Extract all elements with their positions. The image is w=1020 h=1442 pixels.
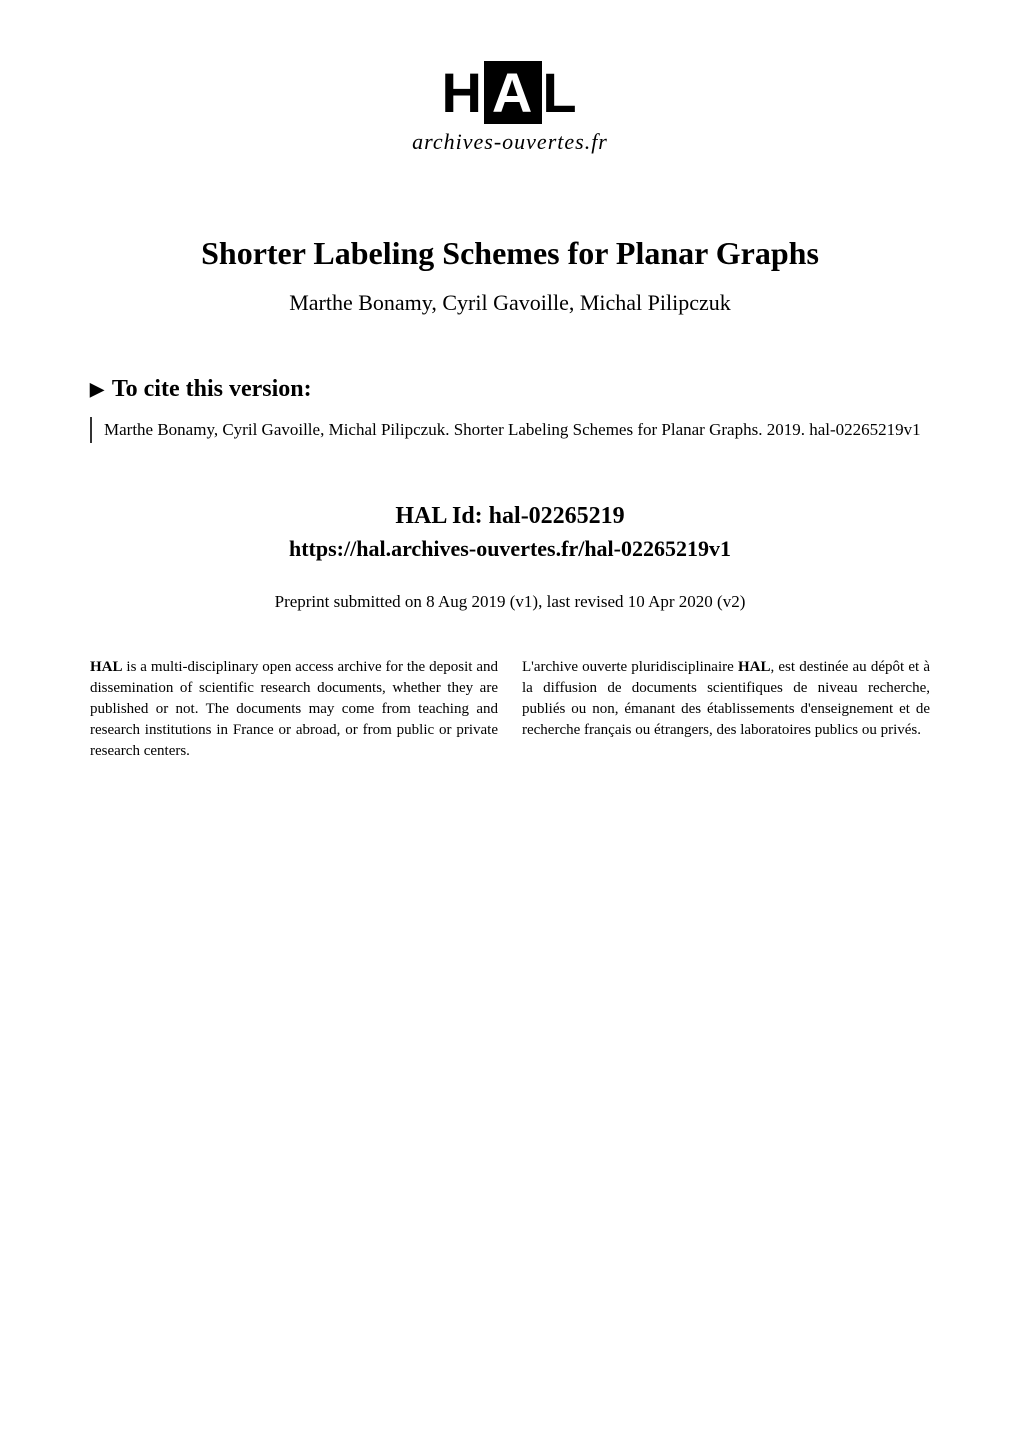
- logo-subtitle: archives-ouvertes.fr: [412, 129, 608, 155]
- hal-url[interactable]: https://hal.archives-ouvertes.fr/hal-022…: [90, 536, 930, 562]
- logo-highlight: A: [484, 61, 542, 124]
- cite-content: Marthe Bonamy, Cyril Gavoille, Michal Pi…: [90, 417, 930, 443]
- hal-logo-container: HAL archives-ouvertes.fr: [90, 60, 930, 155]
- description-columns: HAL is a multi-disciplinary open access …: [90, 657, 930, 762]
- cite-triangle-icon: ▶: [90, 379, 104, 400]
- logo-suffix: L: [542, 61, 578, 124]
- paper-title: Shorter Labeling Schemes for Planar Grap…: [90, 235, 930, 272]
- right-column-prefix: L'archive ouverte pluridisciplinaire: [522, 659, 738, 675]
- cite-section: ▶ To cite this version: Marthe Bonamy, C…: [90, 376, 930, 443]
- left-column-bold: HAL: [90, 659, 123, 675]
- cite-header: ▶ To cite this version:: [90, 376, 930, 403]
- right-column-bold: HAL: [738, 659, 771, 675]
- cite-header-text: To cite this version:: [112, 376, 312, 403]
- hal-id: HAL Id: hal-02265219: [90, 503, 930, 530]
- preprint-info: Preprint submitted on 8 Aug 2019 (v1), l…: [90, 592, 930, 612]
- paper-authors: Marthe Bonamy, Cyril Gavoille, Michal Pi…: [90, 290, 930, 316]
- hal-logo-text: HAL: [412, 60, 608, 125]
- hal-logo: HAL archives-ouvertes.fr: [412, 60, 608, 155]
- right-column: L'archive ouverte pluridisciplinaire HAL…: [522, 657, 930, 762]
- left-column: HAL is a multi-disciplinary open access …: [90, 657, 498, 762]
- logo-prefix: H: [441, 61, 483, 124]
- left-column-text: is a multi-disciplinary open access arch…: [90, 659, 498, 759]
- hal-section: HAL Id: hal-02265219 https://hal.archive…: [90, 503, 930, 562]
